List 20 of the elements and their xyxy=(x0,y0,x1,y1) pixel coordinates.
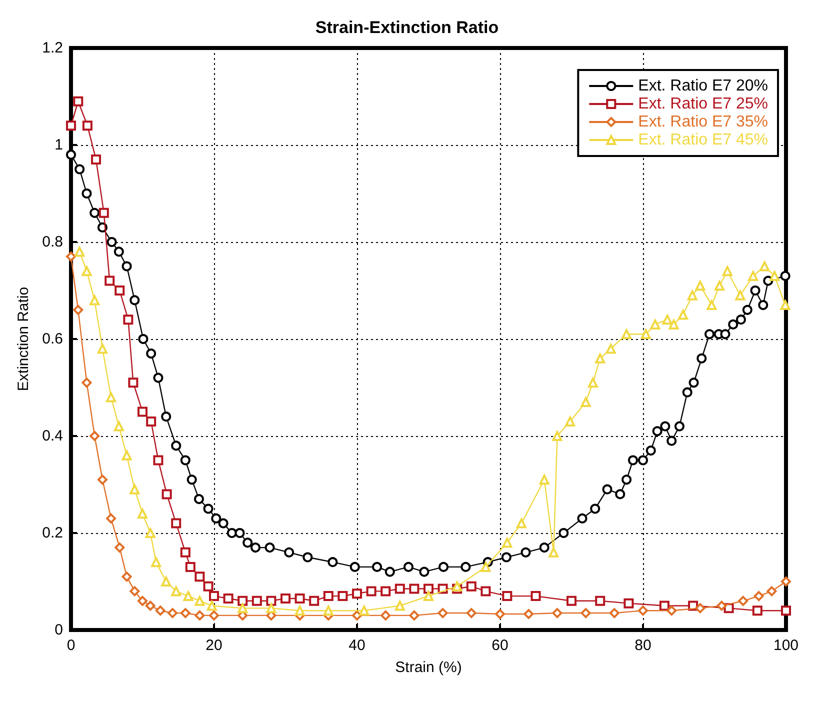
y-tick-label: 0 xyxy=(54,622,63,638)
y-tick-label: 0.6 xyxy=(42,330,63,348)
chart-title: Strain-Extinction Ratio xyxy=(315,18,499,37)
x-tick-label: 80 xyxy=(634,637,652,654)
y-tick-label: 0.2 xyxy=(42,524,63,542)
x-tick-label: 60 xyxy=(492,637,508,654)
y-tick-label: 0.4 xyxy=(42,428,63,444)
x-tick-label: 40 xyxy=(348,637,366,654)
y-tick-label: 1.2 xyxy=(42,40,63,56)
x-tick-label: 0 xyxy=(66,637,76,654)
x-tick-label: 100 xyxy=(773,637,799,654)
legend-label: Ext. Ratio E7 35% xyxy=(638,114,768,130)
legend-label: Ext. Ratio E7 45% xyxy=(638,132,768,148)
x-axis-title: Strain (%) xyxy=(395,659,462,676)
legend-label: Ext. Ratio E7 25% xyxy=(638,96,768,112)
y-tick-label: 1 xyxy=(54,136,63,154)
y-axis-title: Extinction Ratio xyxy=(15,286,32,392)
y-tick-label: 0.8 xyxy=(42,234,63,250)
x-tick-label: 20 xyxy=(206,637,222,654)
legend-label: Ext. Ratio E7 20% xyxy=(638,78,768,94)
